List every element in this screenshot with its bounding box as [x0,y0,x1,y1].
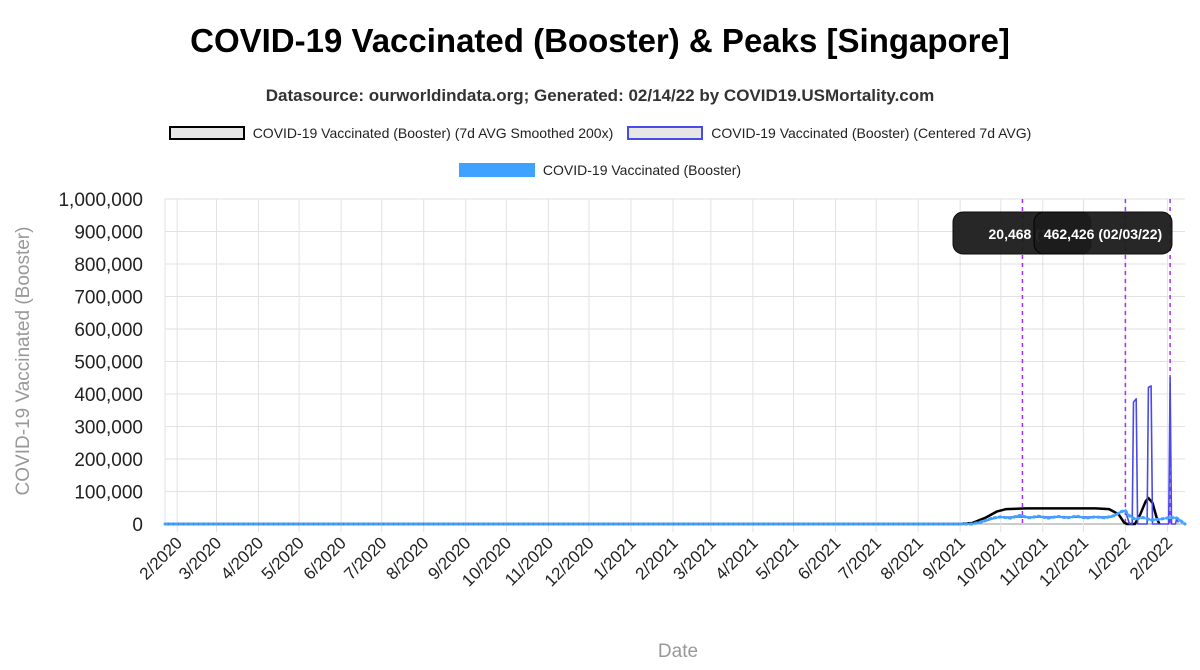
x-tick-label: 8/2021 [877,533,927,583]
x-tick-label: 2/2022 [1126,533,1176,583]
x-tick-label: 7/2020 [340,533,390,583]
series-line-1 [165,496,1161,526]
x-tick-label: 3/2020 [175,533,225,583]
legend-label-centered: COVID-19 Vaccinated (Booster) (Centered … [711,125,1032,141]
y-tick-label: 400,000 [74,385,143,406]
legend-item-centered[interactable]: COVID-19 Vaccinated (Booster) (Centered … [627,125,1031,141]
legend-row-1: COVID-19 Vaccinated (Booster) (7d AVG Sm… [0,125,1200,141]
y-tick-label: 900,000 [74,223,143,244]
y-tick-label: 200,000 [74,450,143,471]
x-tick-label: 6/2020 [300,533,350,583]
y-tick-label: 1,000,000 [58,190,143,211]
x-tick-label: 3/2021 [670,533,720,583]
legend-item-booster[interactable]: COVID-19 Vaccinated (Booster) [458,162,742,178]
y-tick-label: 700,000 [74,288,143,309]
y-tick-label: 800,000 [74,255,143,276]
legend-row-2: COVID-19 Vaccinated (Booster) [0,162,1200,178]
peak-tooltip-2-text: 462,426 (02/03/22) [1044,226,1162,242]
x-tick-label: 7/2021 [835,533,885,583]
series-line-2 [165,376,1179,525]
series-line-3 [163,508,1187,526]
legend-item-smoothed[interactable]: COVID-19 Vaccinated (Booster) (7d AVG Sm… [168,125,614,141]
chart-subtitle: Datasource: ourworldindata.org; Generate… [265,86,935,105]
x-axis-title: Date [658,641,698,662]
x-tick-label: 6/2021 [794,533,844,583]
legend-label-smoothed: COVID-19 Vaccinated (Booster) (7d AVG Sm… [252,125,614,141]
y-tick-label: 300,000 [74,418,143,439]
x-tick-label: 1/2022 [1084,533,1134,583]
y-tick-label: 500,000 [74,353,143,374]
y-tick-label: 100,000 [74,483,143,504]
y-tick-label: 600,000 [74,320,143,341]
x-tick-label: 1/2021 [590,533,640,583]
x-tick-label: 2/2020 [136,533,186,583]
x-tick-label: 8/2020 [382,533,432,583]
chart-title: COVID-19 Vaccinated (Booster) & Peaks [S… [190,22,1010,59]
legend-swatch-centered [627,126,704,140]
legend-label-booster: COVID-19 Vaccinated (Booster) [542,162,742,178]
y-axis-title: COVID-19 Vaccinated (Booster) [13,227,34,496]
x-tick-label: 5/2021 [752,533,802,583]
y-tick-label: 0 [132,515,143,536]
legend-swatch-booster [458,163,535,177]
x-tick-label: 5/2020 [258,533,308,583]
legend-swatch-smoothed [168,126,245,140]
x-tick-label: 4/2021 [712,533,762,583]
peak-tooltip-2-box [1033,211,1173,255]
x-tick-label: 4/2020 [217,533,267,583]
